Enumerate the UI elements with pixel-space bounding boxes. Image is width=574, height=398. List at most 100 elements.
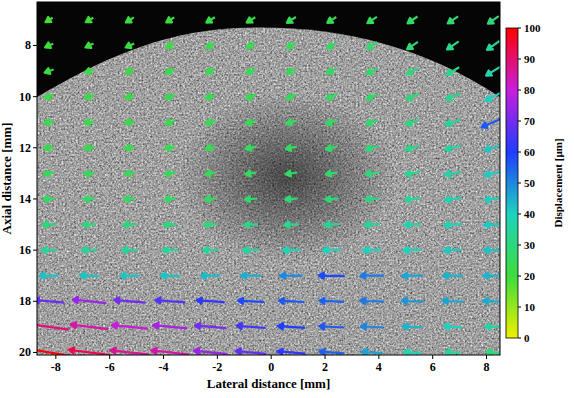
vector-arrow	[245, 196, 257, 202]
vector-arrow	[445, 146, 461, 152]
vector-arrow	[85, 68, 94, 74]
vector-arrow	[406, 94, 418, 100]
colorbar-tick	[518, 90, 521, 91]
vector-arrow	[205, 145, 215, 151]
vector-arrow	[405, 171, 419, 177]
vector-arrow	[123, 222, 137, 228]
vector-arrow	[126, 17, 134, 22]
vector-arrow	[285, 196, 298, 202]
vector-arrow	[45, 43, 53, 49]
vector-arrow	[363, 247, 381, 253]
x-tick-label: 6	[430, 360, 436, 374]
vector-arrow	[247, 17, 256, 22]
x-tick	[486, 355, 487, 359]
x-tick-label: 4	[376, 360, 382, 374]
vector-arrow	[44, 119, 54, 125]
vector-arrow	[161, 273, 180, 279]
x-tick-label: -2	[212, 360, 222, 374]
vector-arrow	[197, 298, 225, 304]
y-tick-label: 16	[19, 243, 31, 257]
vector-arrow	[203, 247, 219, 253]
vector-arrow	[444, 247, 462, 253]
vector-arrow	[246, 94, 256, 100]
vector-arrow	[162, 247, 178, 253]
vector-arrow	[125, 119, 135, 125]
colorbar-tick	[518, 245, 521, 246]
vector-arrow	[206, 43, 215, 48]
vector-arrow	[286, 171, 298, 177]
vector-arrow	[165, 145, 175, 151]
vector-arrow	[153, 323, 187, 329]
vector-arrow	[126, 43, 135, 48]
y-tick	[33, 250, 37, 251]
vector-arrow	[404, 222, 421, 228]
vector-arrow	[362, 349, 383, 355]
colorbar-tick-label: 60	[524, 146, 536, 158]
vector-arrow	[406, 120, 419, 126]
x-tick	[109, 355, 110, 359]
vector-arrow	[206, 94, 216, 100]
y-tick	[33, 45, 37, 46]
x-tick-label: 0	[268, 360, 274, 374]
vector-arrow	[155, 298, 185, 304]
vector-arrow	[367, 94, 378, 100]
vector-arrow	[327, 43, 337, 49]
vector-arrow	[238, 298, 264, 304]
vector-arrow	[402, 273, 423, 279]
colorbar-tick-label: 50	[524, 177, 536, 189]
y-tick-label: 8	[25, 38, 31, 52]
vector-arrow	[246, 68, 256, 74]
x-tick-label: -4	[159, 360, 169, 374]
vector-arrow	[124, 196, 136, 202]
vector-arrow	[447, 67, 460, 75]
colorbar-tick	[518, 307, 521, 308]
vector-arrow	[246, 145, 257, 151]
vector-arrow	[326, 171, 338, 177]
vector-arrow	[402, 298, 424, 304]
colorbar-tick-label: 80	[524, 84, 536, 96]
x-tick	[432, 355, 433, 359]
vector-arrow	[365, 196, 379, 202]
vector-arrow	[446, 94, 460, 101]
vector-arrow	[151, 348, 189, 355]
vector-arrow	[366, 120, 378, 126]
vector-arrow	[403, 324, 423, 330]
vector-arrow	[319, 324, 344, 330]
vector-arrow	[44, 145, 54, 151]
vector-arrow	[120, 273, 139, 279]
vector-arrow	[482, 117, 500, 128]
vector-arrow	[445, 171, 461, 177]
x-tick	[55, 355, 56, 359]
image-background	[37, 2, 500, 355]
vector-arrow	[80, 273, 99, 279]
y-axis-title: Axial distance [mm]	[0, 123, 14, 235]
vector-arrow	[407, 68, 419, 75]
vector-arrow	[205, 196, 217, 202]
vector-arrow	[443, 273, 463, 279]
vector-arrow	[319, 298, 344, 304]
vector-arrow	[326, 120, 337, 126]
vector-arrow	[43, 196, 55, 202]
vector-arrow	[327, 69, 337, 75]
vector-arrow	[125, 94, 135, 100]
vector-arrow	[405, 196, 420, 202]
colorbar-tick	[518, 152, 521, 153]
colorbar-tick-label: 30	[524, 239, 536, 251]
vector-arrow	[487, 349, 501, 355]
vector-arrow	[247, 43, 256, 48]
vector-arrow	[404, 349, 421, 355]
colorbar-tick-label: 40	[524, 208, 536, 220]
vector-arrow	[44, 171, 55, 177]
vector-arrow	[485, 324, 500, 330]
colorbar-tick-label: 100	[524, 22, 541, 34]
vector-arrow	[37, 322, 69, 330]
vector-arrow	[236, 349, 267, 355]
vector-arrow	[367, 68, 378, 74]
vector-arrow	[404, 247, 422, 253]
vector-arrow	[445, 349, 460, 355]
y-tick-label: 20	[19, 345, 31, 359]
colorbar-tick	[518, 183, 521, 184]
vector-arrow	[483, 273, 500, 279]
vector-arrow	[46, 17, 53, 22]
vector-arrow	[367, 17, 377, 23]
